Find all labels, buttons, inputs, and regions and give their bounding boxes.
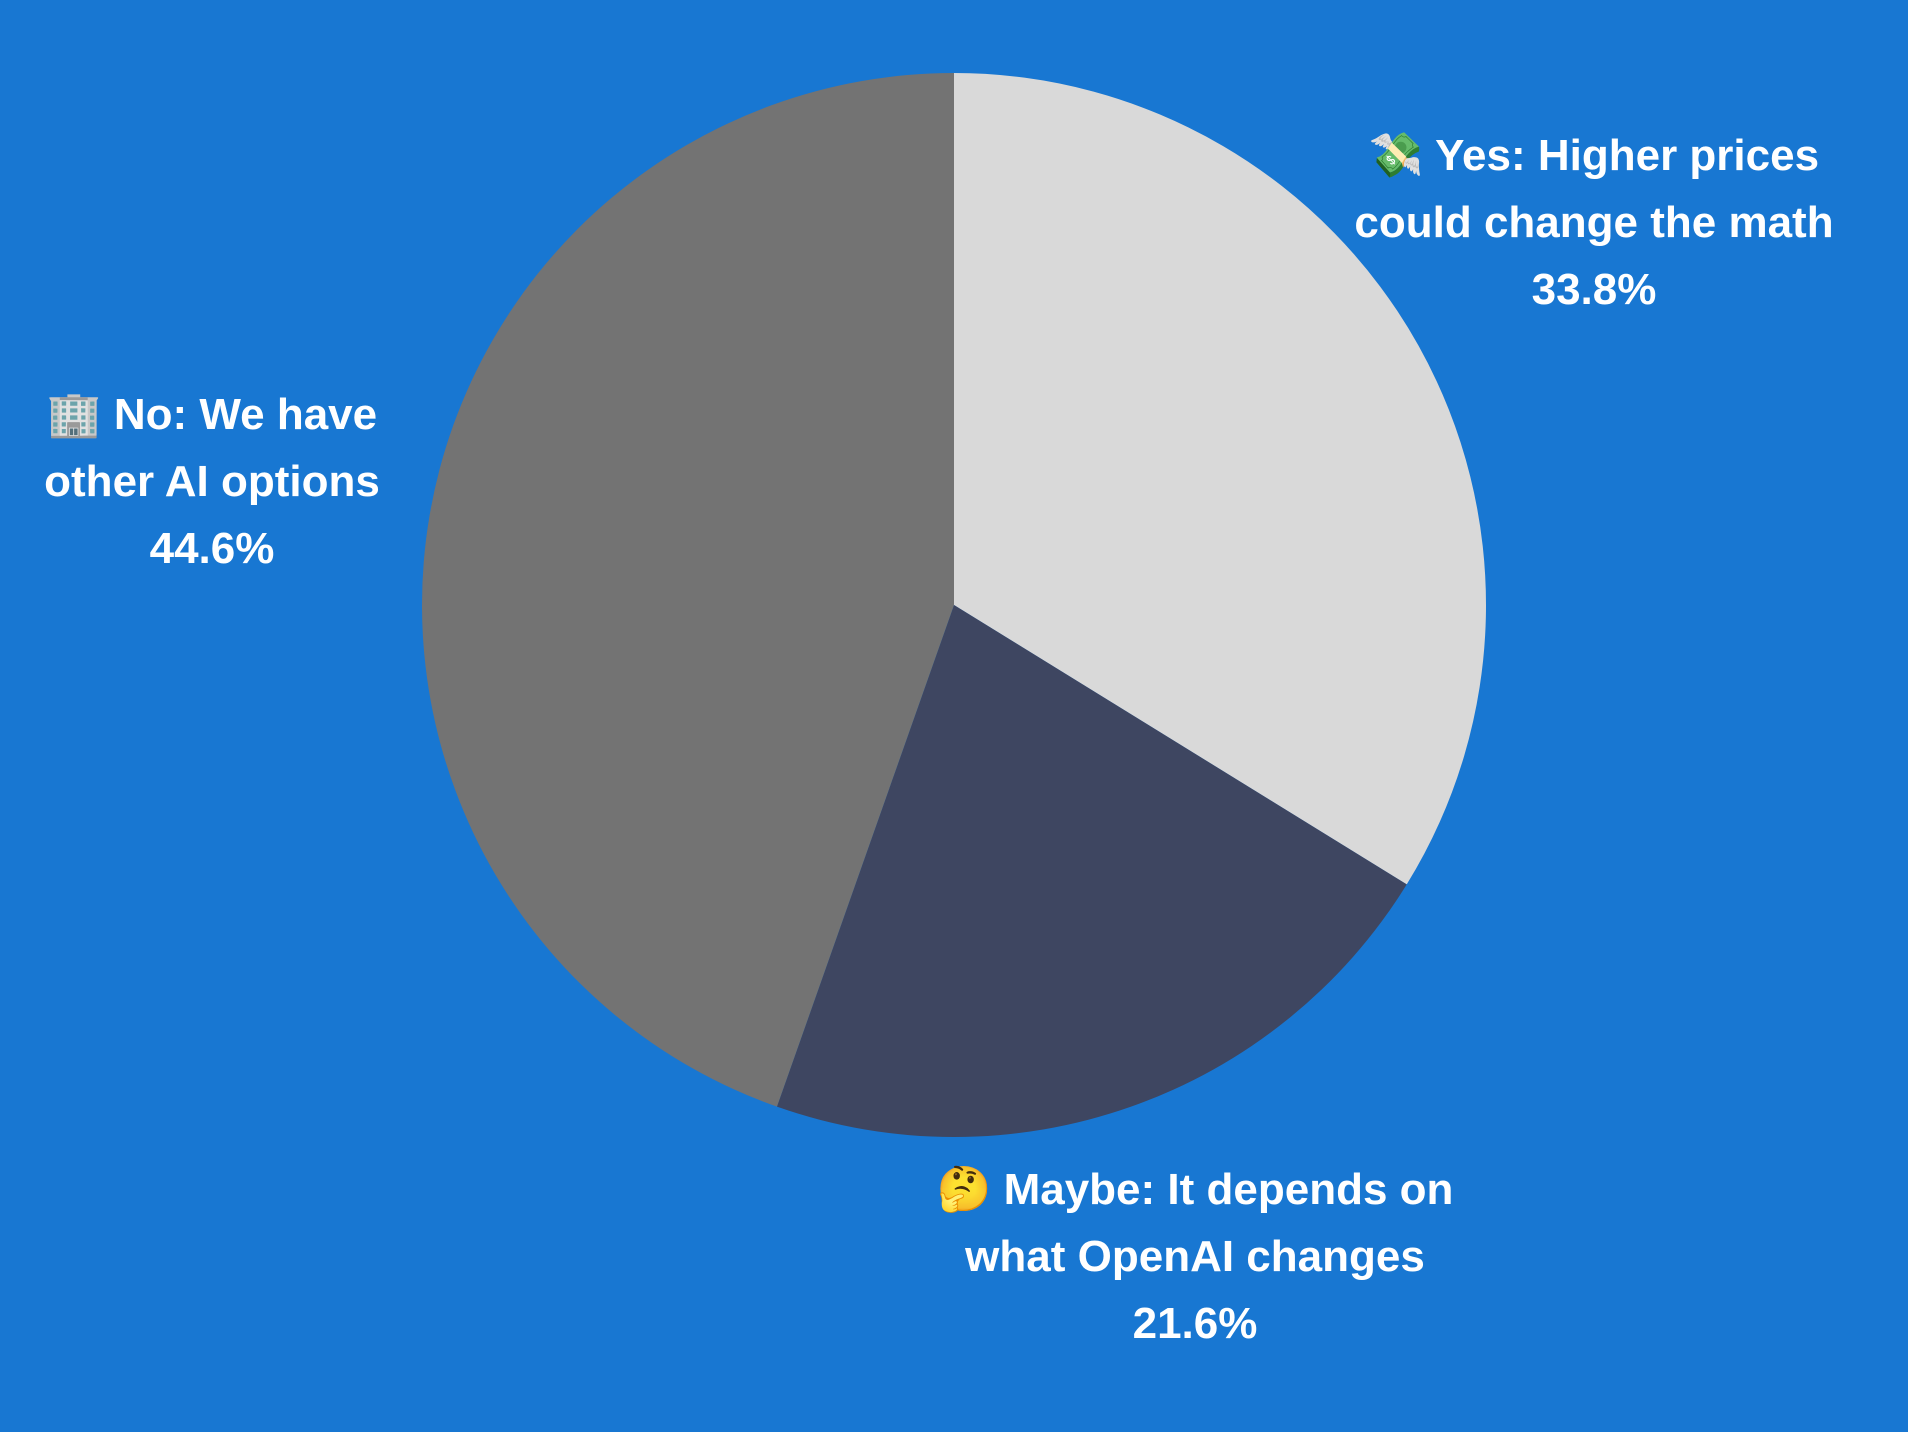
category-label: 🏢 No: We have other AI options <box>44 390 380 506</box>
value-label: 44.6% <box>149 524 275 573</box>
pie-slice <box>421 73 954 1107</box>
pie-slice <box>776 605 1407 1137</box>
slice-label: 💸 Yes: Higher prices could change the ma… <box>1324 122 1864 323</box>
value-label: 33.8% <box>1531 265 1657 314</box>
category-label: 💸 Yes: Higher prices could change the ma… <box>1354 131 1834 247</box>
pie-slice <box>954 73 1486 885</box>
slice-label: 🤔 Maybe: It depends on what OpenAI chang… <box>915 1156 1475 1357</box>
value-label: 21.6% <box>1132 1299 1258 1348</box>
category-label: 🤔 Maybe: It depends on what OpenAI chang… <box>936 1165 1454 1281</box>
slice-label: 🏢 No: We have other AI options 44.6% <box>2 381 422 582</box>
